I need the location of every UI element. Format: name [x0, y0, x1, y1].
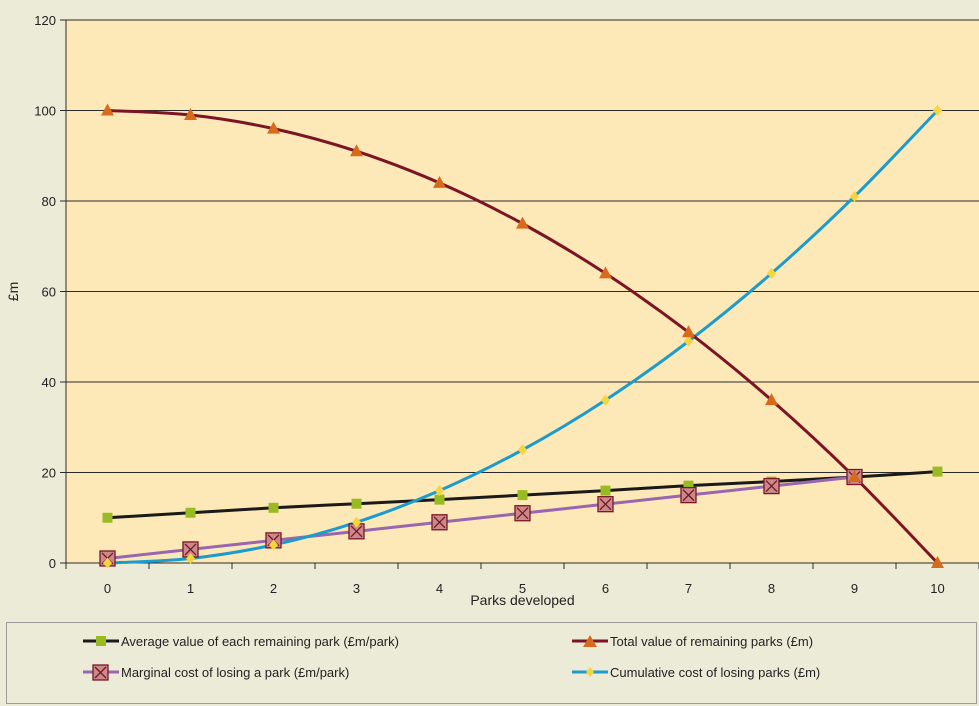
data-point-cumulative-cost — [352, 516, 361, 528]
data-point-marginal-cost — [514, 505, 531, 522]
data-point-total-value — [433, 175, 446, 188]
legend-swatch-marginal-cost — [83, 664, 119, 681]
legend-item-total-value: Total value of remaining parks (£m) — [572, 630, 813, 652]
data-point-marginal-cost — [597, 496, 614, 513]
data-point-average-value — [517, 490, 528, 501]
x-tick-label: 1 — [187, 581, 194, 596]
y-axis-title: £m — [5, 282, 21, 301]
legend: Average value of each remaining park (£m… — [6, 622, 977, 704]
data-point-total-value — [101, 103, 114, 116]
data-point-total-value — [599, 266, 612, 279]
data-point-marginal-cost — [431, 514, 448, 531]
x-tick-label: 5 — [519, 581, 526, 596]
data-point-average-value — [268, 502, 279, 513]
y-tick-label: 60 — [42, 285, 56, 300]
x-tick-label: 8 — [768, 581, 775, 596]
data-point-total-value — [682, 325, 695, 338]
data-point-cumulative-cost — [518, 444, 527, 456]
y-tick-label: 0 — [49, 556, 56, 571]
data-point-cumulative-cost — [186, 552, 195, 564]
series-line-marginal-cost — [106, 475, 856, 560]
data-point-total-value — [516, 216, 529, 229]
x-tick-label: 0 — [104, 581, 111, 596]
data-point-cumulative-cost — [269, 539, 278, 551]
data-point-cumulative-cost — [684, 335, 693, 347]
data-point-marginal-cost — [763, 477, 780, 495]
x-tick-label: 9 — [851, 581, 858, 596]
x-tick-label: 6 — [602, 581, 609, 596]
data-point-total-value — [765, 393, 778, 406]
data-point-marginal-cost — [348, 523, 365, 540]
chart-svg: 0 20 40 60 80 100 120 0 1 2 3 4 5 6 7 8 9 10 Parks develop… — [5, 13, 979, 608]
data-point-average-value — [932, 466, 943, 477]
y-tick-label: 80 — [42, 194, 56, 209]
data-point-average-value — [351, 498, 362, 509]
y-tick-label: 100 — [34, 104, 56, 119]
data-point-total-value — [350, 144, 363, 157]
data-point-average-value — [434, 494, 445, 505]
legend-label-total-value: Total value of remaining parks (£m) — [610, 633, 814, 649]
data-point-average-value — [102, 512, 113, 523]
data-point-total-value — [267, 121, 280, 134]
data-point-average-value — [600, 485, 611, 496]
y-tick-label: 40 — [42, 375, 56, 390]
x-tick-label: 3 — [353, 581, 360, 596]
legend-label-marginal-cost: Marginal cost of losing a park (£m/park) — [121, 664, 350, 680]
legend-item-average-value: Average value of each remaining park (£m… — [83, 630, 399, 652]
data-point-total-value — [184, 108, 197, 121]
legend-item-marginal-cost: Marginal cost of losing a park (£m/park) — [83, 661, 349, 683]
data-point-total-value — [848, 470, 861, 483]
data-point-cumulative-cost — [103, 557, 112, 569]
legend-item-cumulative-cost: Cumulative cost of losing parks (£m) — [572, 661, 820, 683]
legend-swatch-total-value — [572, 635, 608, 647]
y-tick-label: 120 — [34, 13, 56, 28]
x-tick-label: 7 — [685, 581, 692, 596]
legend-label-cumulative-cost: Cumulative cost of losing parks (£m) — [610, 664, 821, 680]
data-point-cumulative-cost — [850, 190, 859, 202]
legend-label-average-value: Average value of each remaining park (£m… — [121, 633, 399, 649]
data-point-average-value — [185, 507, 196, 518]
x-axis-title: Parks developed — [470, 592, 574, 608]
x-tick-label: 2 — [270, 581, 277, 596]
y-tick-label: 20 — [42, 466, 56, 481]
data-point-cumulative-cost — [767, 267, 776, 279]
data-point-cumulative-cost — [601, 394, 610, 406]
data-point-average-value — [683, 480, 694, 491]
data-point-cumulative-cost — [435, 485, 444, 497]
legend-swatch-cumulative-cost — [572, 667, 608, 677]
x-tick-label: 10 — [930, 581, 944, 596]
series-line-cumulative-cost — [106, 109, 939, 565]
x-tick-label: 4 — [436, 581, 443, 596]
data-point-cumulative-cost — [933, 105, 942, 116]
data-point-total-value — [931, 556, 944, 568]
data-point-marginal-cost — [680, 486, 697, 504]
series-line-total-value — [106, 109, 939, 565]
legend-swatch-average-value — [83, 636, 119, 646]
